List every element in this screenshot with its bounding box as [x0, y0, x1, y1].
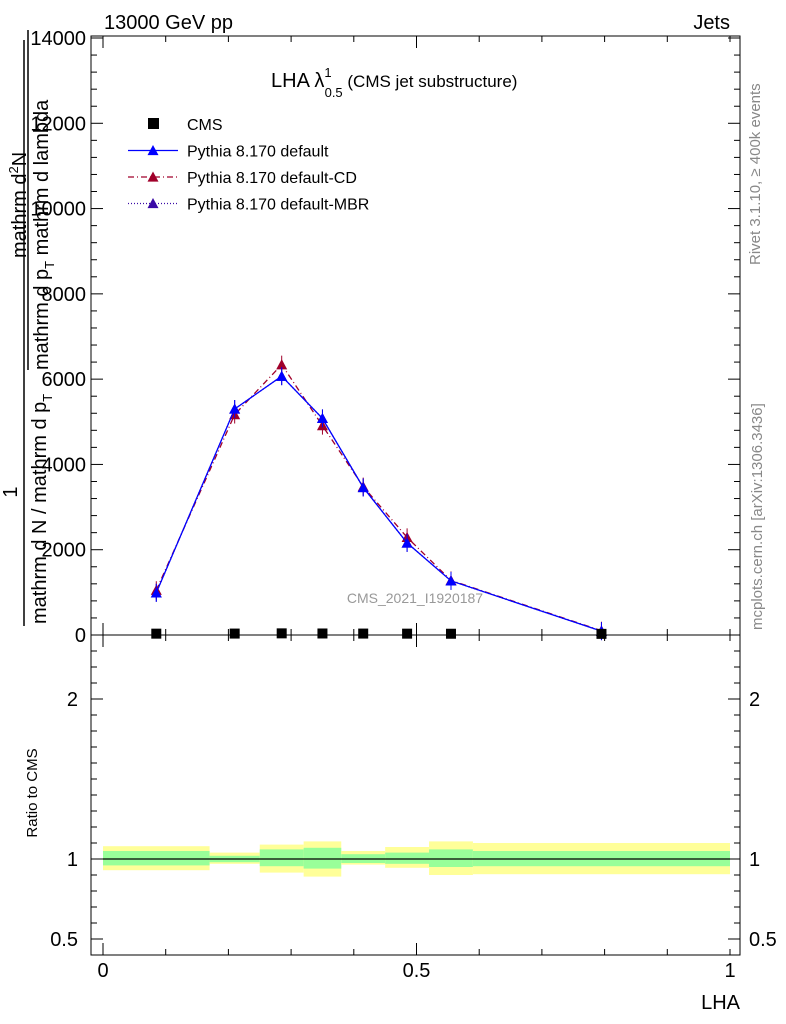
- legend-item: Pythia 8.170 default: [128, 144, 329, 161]
- main-y-tick-label: 12000: [30, 113, 86, 135]
- ratio-frame: [90, 634, 741, 956]
- legend: CMS Pythia 8.170 default Pythia 8.170 defa…: [128, 117, 369, 214]
- ratio-band-inner: [259, 849, 304, 867]
- ylabel-inner-numerator: mathrm d2N: [6, 152, 31, 258]
- ratio-y-tick-label-right: 0.5: [749, 929, 777, 951]
- legend-marker: [148, 118, 159, 129]
- ratio-y-tick-label-right: 2: [749, 689, 760, 711]
- plot-title: LHA λ1 0.5 (CMS jet substructure): [271, 65, 517, 100]
- data-point-marker: [150, 587, 162, 598]
- series-line: [155, 375, 602, 632]
- ratio-axis-tick-labels: 0.5 0.5 1 1 2 2 0 0.5 1: [50, 689, 777, 982]
- ylabel-inner-denominator: mathrm d pT mathrm d lambda: [31, 99, 57, 370]
- analysis-watermark: CMS_2021_I1920187: [347, 590, 483, 606]
- main-y-tick-label: 8000: [42, 284, 87, 306]
- ratio-y-tick-label-right: 1: [749, 849, 760, 871]
- data-point-marker: [445, 575, 457, 586]
- main-series: [150, 355, 607, 641]
- main-y-tick-label: 6000: [42, 369, 87, 391]
- data-point-marker: [276, 359, 288, 370]
- ratio-band-inner: [103, 851, 210, 866]
- main-y-tick-label: 10000: [30, 199, 86, 221]
- main-y-tick-label: 0: [75, 625, 86, 647]
- main-y-tick-label: 2000: [42, 540, 87, 562]
- data-point-marker: [357, 481, 369, 493]
- x-axis-label: LHA: [701, 992, 741, 1014]
- x-tick-label: 1: [724, 960, 735, 982]
- series-cms: [151, 628, 607, 639]
- legend-item: CMS: [148, 117, 223, 134]
- data-point-marker: [316, 412, 328, 424]
- legend-label: CMS: [187, 117, 223, 134]
- main-axis-ticks: [91, 36, 740, 636]
- cms-data-point: [151, 628, 162, 639]
- ratio-y-tick-label: 2: [67, 689, 78, 711]
- cms-data-point: [445, 628, 456, 639]
- ratio-y-tick-label: 0.5: [50, 929, 78, 951]
- cms-data-point: [276, 628, 287, 639]
- legend-label: Pythia 8.170 default: [187, 144, 329, 161]
- mcplots-label: mcplots.cern.ch [arXiv:1306.3436]: [749, 403, 766, 630]
- cms-data-point: [596, 628, 607, 639]
- data-point-marker: [276, 370, 288, 381]
- ratio-panel: 0.5 0.5 1 1 2 2 0 0.5 1: [50, 634, 777, 982]
- cms-data-point: [317, 628, 328, 639]
- series-pythia-8-170-default: [150, 367, 607, 641]
- cms-data-point: [402, 628, 413, 639]
- legend-label: Pythia 8.170 default-MBR: [187, 197, 369, 214]
- ratio-axis-ticks: [91, 635, 740, 955]
- main-y-tick-label: 14000: [30, 28, 86, 50]
- legend-marker: [147, 145, 159, 156]
- legend-item: Pythia 8.170 default-CD: [128, 170, 357, 187]
- data-point-marker: [401, 537, 413, 548]
- x-tick-label: 0: [97, 960, 108, 982]
- ylabel-denominator: mathrm d N / mathrm d pT: [29, 394, 55, 624]
- main-y-tick-label: 4000: [42, 454, 87, 476]
- main-y-label: 1 mathrm d N / mathrm d pT mathrm d2N ma…: [0, 30, 57, 626]
- cms-data-point: [358, 628, 369, 639]
- series-line: [155, 363, 602, 632]
- main-axis-tick-labels: 0 2000 4000 6000 8000 10000 12000 14000: [30, 28, 86, 647]
- ratio-band-inner: [385, 852, 430, 864]
- legend-item: Pythia 8.170 default-MBR: [128, 197, 369, 214]
- legend-label: Pythia 8.170 default-CD: [187, 170, 357, 187]
- ratio-y-tick-label: 1: [67, 849, 78, 871]
- ratio-y-label: Ratio to CMS: [24, 748, 41, 837]
- ratio-band-inner: [429, 849, 473, 867]
- legend-marker: [147, 171, 159, 182]
- legend-marker: [147, 198, 159, 209]
- ylabel-one: 1: [0, 486, 22, 497]
- data-point-marker: [229, 403, 241, 414]
- rivet-label: Rivet 3.1.10, ≥ 400k events: [747, 83, 764, 265]
- ratio-band-inner: [303, 847, 342, 869]
- header-right: Jets: [693, 12, 730, 34]
- cms-data-point: [229, 628, 240, 639]
- x-tick-label: 0.5: [403, 960, 431, 982]
- header-left: 13000 GeV pp: [104, 12, 233, 34]
- main-panel: 0 2000 4000 6000 8000 10000 12000 14000: [30, 28, 741, 647]
